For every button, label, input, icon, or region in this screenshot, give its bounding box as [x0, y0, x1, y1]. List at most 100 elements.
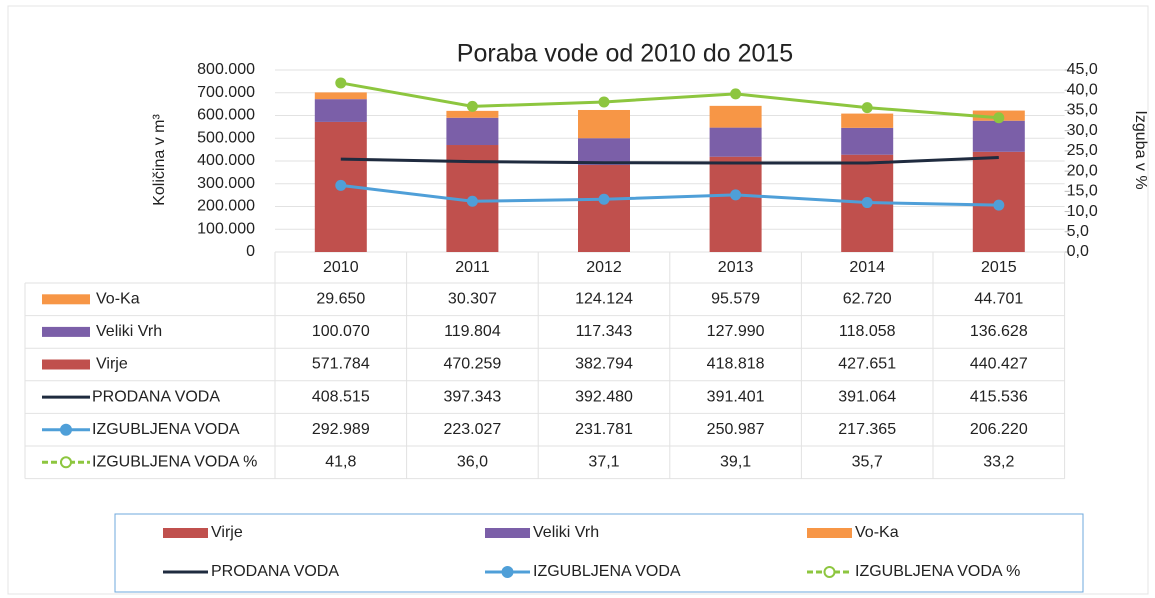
bar	[709, 105, 762, 128]
y2-tick-label: 5,0	[1067, 223, 1089, 240]
y2-tick-label: 35,0	[1067, 102, 1098, 119]
x-tick-label: 2014	[849, 259, 885, 276]
y2-tick-label: 20,0	[1067, 162, 1098, 179]
table-cell: 217.365	[838, 421, 896, 438]
marker	[993, 199, 1005, 211]
y2-tick-label: 45,0	[1067, 61, 1098, 78]
x-tick-label: 2010	[323, 259, 359, 276]
table-cell: 397.343	[443, 388, 501, 405]
table-row-label: Veliki Vrh	[96, 323, 162, 340]
legend-swatch	[485, 528, 530, 538]
bar	[314, 92, 367, 100]
table-cell: 117.343	[576, 323, 633, 340]
bar	[709, 127, 762, 157]
marker	[993, 112, 1005, 124]
y-axis-label: Količina v m³	[151, 114, 168, 206]
y-tick-label: 300.000	[197, 175, 255, 192]
marker	[335, 179, 347, 191]
table-cell: 292.989	[312, 421, 370, 438]
y2-tick-label: 30,0	[1067, 122, 1098, 139]
legend-label: Virje	[211, 524, 243, 541]
legend-label: Vo-Ka	[855, 524, 899, 541]
y-tick-label: 700.000	[197, 84, 255, 101]
y-tick-label: 600.000	[197, 107, 255, 124]
legend-swatch	[42, 359, 90, 370]
marker	[466, 100, 478, 112]
table-cell: 391.401	[707, 388, 765, 405]
frame	[7, 5, 1149, 595]
marker	[466, 195, 478, 207]
x-tick-label: 2015	[981, 259, 1017, 276]
legend-label: IZGUBLJENA VODA	[533, 563, 681, 580]
y-tick-label: 800.000	[197, 61, 255, 78]
marker	[598, 193, 610, 205]
table-cell: 35,7	[852, 454, 883, 471]
legend-label: IZGUBLJENA VODA %	[855, 563, 1020, 580]
table-cell: 223.027	[443, 421, 501, 438]
y2-tick-label: 15,0	[1067, 183, 1098, 200]
line	[340, 155, 999, 165]
marker	[861, 102, 873, 114]
table-cell: 408.515	[312, 388, 370, 405]
table-cell: 39,1	[720, 454, 751, 471]
table-row-label: IZGUBLJENA VODA %	[92, 454, 257, 471]
y2-axis-label: Izguba v %	[1132, 110, 1149, 189]
table-cell: 136.628	[970, 323, 1028, 340]
marker	[730, 88, 742, 100]
legend-swatch	[42, 326, 90, 337]
bar	[314, 99, 367, 122]
table-cell: 206.220	[970, 421, 1028, 438]
y2-tick-label: 40,0	[1067, 81, 1098, 98]
bar	[841, 113, 894, 128]
marker	[335, 77, 347, 89]
legend-box	[114, 513, 1084, 593]
legend-marker	[501, 566, 514, 578]
table-cell: 382.794	[575, 356, 633, 373]
table-cell: 33,2	[983, 454, 1014, 471]
legend-swatch	[42, 294, 90, 305]
bar	[446, 117, 499, 146]
table-cell: 391.064	[838, 388, 896, 405]
y-tick-label: 0	[246, 243, 255, 260]
legend-swatch	[807, 528, 852, 538]
table-cell: 44.701	[974, 291, 1023, 308]
table-cell: 29.650	[316, 291, 365, 308]
chart-title: Poraba vode od 2010 do 2015	[457, 40, 793, 68]
bar	[578, 138, 630, 165]
bar	[709, 156, 762, 252]
table-cell: 418.818	[707, 356, 765, 373]
table-cell: 30.307	[448, 291, 497, 308]
table-cell: 41,8	[325, 454, 356, 471]
x-tick-label: 2013	[718, 259, 754, 276]
table-cell: 118.058	[839, 323, 896, 340]
table-cell: 392.480	[575, 388, 633, 405]
table-cell: 427.651	[838, 356, 896, 373]
y2-tick-label: 10,0	[1067, 203, 1098, 220]
table-cell: 95.579	[711, 291, 760, 308]
marker	[598, 96, 610, 108]
table-row-label: IZGUBLJENA VODA	[92, 421, 240, 438]
bar	[578, 164, 630, 252]
legend-label: Veliki Vrh	[533, 524, 599, 541]
line	[340, 183, 999, 207]
table-row-label: Vo-Ka	[96, 291, 140, 308]
table-cell: 62.720	[843, 291, 892, 308]
legend-swatch	[163, 528, 208, 538]
table-cell: 124.124	[575, 291, 633, 308]
legend-label: PRODANA VODA	[211, 563, 339, 580]
y-tick-label: 100.000	[197, 220, 255, 237]
y-tick-label: 200.000	[197, 198, 255, 215]
bar	[841, 127, 894, 155]
bar	[578, 109, 630, 139]
x-tick-label: 2011	[455, 259, 490, 276]
table-cell: 250.987	[707, 421, 765, 438]
y2-tick-label: 25,0	[1067, 142, 1098, 159]
table-cell: 127.990	[707, 323, 765, 340]
table-cell: 440.427	[970, 356, 1028, 373]
y2-tick-label: 0,0	[1067, 243, 1089, 260]
marker	[730, 189, 742, 201]
table-cell: 415.536	[970, 388, 1028, 405]
legend-marker	[60, 423, 72, 436]
table-cell: 37,1	[588, 454, 619, 471]
